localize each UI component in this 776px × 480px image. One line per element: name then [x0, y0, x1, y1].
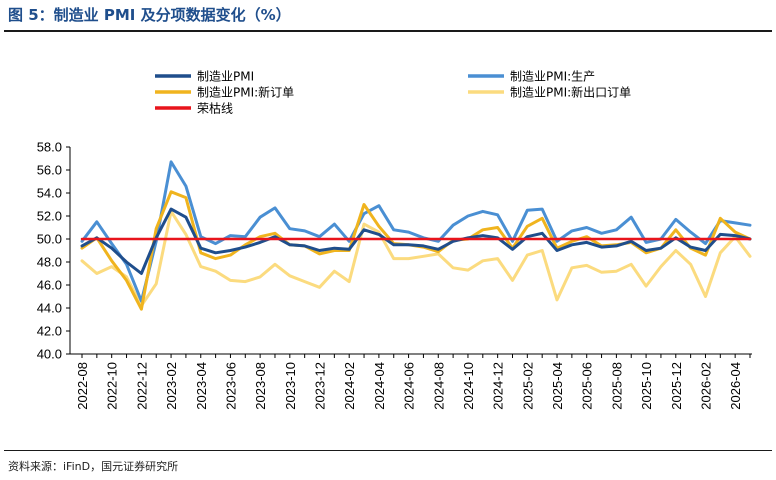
legend-label: 制造业PMI	[197, 70, 254, 84]
series-line-1	[80, 160, 752, 303]
x-tick-label: 2025-08	[609, 362, 624, 410]
x-tick-label: 2024-08	[431, 362, 446, 410]
legend-label: 荣枯线	[197, 101, 233, 116]
x-tick-label: 2024-06	[402, 362, 417, 410]
x-tick-label: 2025-10	[639, 362, 654, 410]
x-tick-label: 2024-04	[372, 362, 387, 410]
x-tick-label: 2023-04	[194, 362, 209, 410]
legend-label: 制造业PMI:新出口订单	[510, 85, 631, 100]
x-tick-label: 2023-02	[164, 362, 179, 410]
x-tick-label: 2025-02	[520, 362, 535, 410]
y-tick-label: 48.0	[37, 255, 62, 270]
series-line-3	[80, 209, 752, 308]
x-tick-label: 2024-12	[491, 362, 506, 410]
x-tick-label: 2025-04	[550, 362, 565, 410]
y-tick-label: 50.0	[37, 232, 62, 247]
y-tick-label: 42.0	[37, 324, 62, 339]
x-tick-label: 2022-08	[75, 362, 90, 410]
x-tick-label: 2026-02	[698, 362, 713, 410]
x-tick-label: 2023-06	[223, 362, 238, 410]
legend-label: 制造业PMI:新订单	[197, 85, 294, 100]
x-tick-label: 2022-12	[134, 362, 149, 410]
y-tick-label: 44.0	[37, 301, 62, 316]
legend-label: 制造业PMI:生产	[510, 70, 595, 84]
series-line-0	[80, 207, 752, 275]
x-tick-label: 2026-04	[728, 362, 743, 410]
x-tick-label: 2023-12	[313, 362, 328, 410]
x-tick-label: 2023-10	[283, 362, 298, 410]
y-tick-label: 56.0	[37, 163, 62, 178]
figure-title: 图 5：制造业 PMI 及分项数据变化（%）	[8, 6, 291, 24]
x-tick-label: 2025-06	[580, 362, 595, 410]
title-rule	[4, 30, 772, 32]
y-tick-label: 58.0	[37, 140, 62, 155]
y-axis: 40.0 42.0 44.0 46.0 48.0 50.0 52.0 54.0 56.0 58.0	[37, 140, 71, 362]
x-tick-label: 2024-02	[342, 362, 357, 410]
y-tick-label: 54.0	[37, 186, 62, 201]
y-tick-label: 40.0	[37, 347, 62, 362]
footer-rule	[4, 450, 772, 451]
x-axis: 2022-08 2022-10 2022-12 2023-02 2023-04 2023-…	[70, 353, 752, 410]
x-tick-label: 2023-08	[253, 362, 268, 410]
source-note: 资料来源：iFinD，国元证券研究所	[8, 460, 179, 473]
series-group	[80, 160, 752, 311]
x-tick-label: 2022-10	[105, 362, 120, 410]
y-tick-label: 46.0	[37, 278, 62, 293]
x-tick-label: 2024-10	[461, 362, 476, 410]
x-tick-label: 2025-12	[669, 362, 684, 410]
y-tick-label: 52.0	[37, 209, 62, 224]
